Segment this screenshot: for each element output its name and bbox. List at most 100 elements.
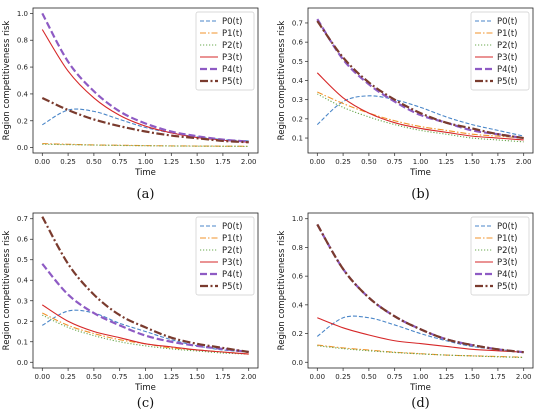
y-tick: 0.5 bbox=[17, 256, 33, 264]
x-tick: 0.00 bbox=[34, 153, 50, 166]
series-line-p2 bbox=[317, 345, 524, 359]
y-tick-label: 0.0 bbox=[292, 359, 303, 367]
legend-label: P0(t) bbox=[222, 17, 243, 27]
x-tick: 0.75 bbox=[387, 368, 403, 381]
legend-item-p0: P0(t) bbox=[475, 222, 518, 232]
legend-label: P0(t) bbox=[497, 222, 518, 232]
y-tick-label: 0.3 bbox=[17, 297, 28, 305]
y-tick: 0.1 bbox=[17, 338, 33, 346]
y-tick-label: 1.0 bbox=[292, 215, 303, 223]
y-tick: 0.4 bbox=[292, 77, 308, 85]
legend-item-p4: P4(t) bbox=[475, 270, 518, 280]
x-tick: 0.00 bbox=[309, 368, 325, 381]
series-line-p0 bbox=[42, 108, 249, 142]
y-tick-label: 0.8 bbox=[17, 37, 28, 45]
y-tick: 0.4 bbox=[292, 301, 308, 309]
series-line-p0 bbox=[316, 95, 524, 137]
y-tick-label: 0.7 bbox=[17, 215, 28, 223]
x-tick-label: 1.25 bbox=[439, 373, 455, 381]
x-tick: 1.50 bbox=[189, 368, 205, 381]
panel-b: 0.00 0.25 0.50 0.75 1.00 1.25 1.50 1.75 2.00 0.1 0… bbox=[277, 7, 534, 202]
legend-label: P4(t) bbox=[497, 270, 518, 280]
y-tick-label: 0.5 bbox=[292, 58, 303, 66]
x-tick-label: 0.00 bbox=[309, 373, 325, 381]
legend-label: P0(t) bbox=[222, 222, 243, 232]
legend-item-p1: P1(t) bbox=[200, 234, 243, 244]
x-tick-label: 1.50 bbox=[464, 373, 480, 381]
series-line-p5 bbox=[316, 223, 524, 354]
x-tick-label: 0.25 bbox=[60, 158, 76, 166]
y-tick-label: 0.2 bbox=[292, 330, 303, 338]
legend-item-p2: P2(t) bbox=[200, 246, 243, 256]
legend-item-p3: P3(t) bbox=[475, 258, 518, 268]
series-line-p2 bbox=[42, 143, 249, 147]
x-tick-label: 2.00 bbox=[516, 373, 532, 381]
x-tick-label: 1.00 bbox=[413, 158, 429, 166]
legend-item-p1: P1(t) bbox=[475, 29, 518, 39]
y-tick-label: 0.2 bbox=[17, 117, 28, 125]
legend-label: P1(t) bbox=[222, 234, 243, 244]
series-line-p3 bbox=[41, 304, 249, 355]
y-tick: 0.2 bbox=[17, 318, 33, 326]
x-tick: 1.50 bbox=[464, 368, 480, 381]
x-tick-label: 1.25 bbox=[164, 158, 180, 166]
legend: P0(t) P1(t) P2(t) P3(t) P4(t) P5(t) bbox=[470, 216, 530, 296]
x-tick: 1.25 bbox=[439, 368, 455, 381]
y-tick: 0.6 bbox=[292, 273, 308, 281]
x-tick-label: 0.00 bbox=[34, 158, 50, 166]
legend-label: P3(t) bbox=[222, 53, 243, 63]
legend-label: P5(t) bbox=[497, 77, 518, 87]
y-tick-label: 0.0 bbox=[17, 359, 28, 367]
legend-item-p4: P4(t) bbox=[200, 270, 243, 280]
y-tick-label: 0.4 bbox=[17, 277, 29, 285]
x-tick: 1.00 bbox=[138, 368, 153, 381]
panel-c: 0.00 0.25 0.50 0.75 1.00 1.25 1.50 1.75 2.00 0.0 0… bbox=[2, 212, 259, 410]
x-tick: 1.25 bbox=[164, 368, 180, 381]
x-tick-label: 1.75 bbox=[490, 158, 506, 166]
legend: P0(t) P1(t) P2(t) P3(t) P4(t) P5(t) bbox=[195, 216, 255, 296]
x-tick: 2.00 bbox=[241, 368, 257, 381]
x-tick: 1.50 bbox=[464, 153, 480, 166]
x-tick-label: 0.75 bbox=[387, 373, 403, 381]
legend-item-p2: P2(t) bbox=[475, 41, 518, 51]
y-axis-label: Region competitiveness risk bbox=[2, 231, 12, 351]
y-tick: 0.6 bbox=[17, 64, 33, 72]
legend-label: P4(t) bbox=[222, 65, 243, 75]
y-tick: 0.7 bbox=[292, 19, 308, 27]
series-line-p4 bbox=[41, 263, 249, 354]
series-line-p5 bbox=[41, 96, 249, 144]
y-tick-label: 0.4 bbox=[292, 301, 304, 309]
x-tick-label: 0.25 bbox=[335, 373, 351, 381]
x-tick: 2.00 bbox=[516, 368, 532, 381]
y-tick-label: 0.1 bbox=[292, 135, 303, 143]
legend-label: P2(t) bbox=[222, 246, 243, 256]
series-line-p2 bbox=[317, 93, 524, 143]
legend-item-p3: P3(t) bbox=[200, 53, 243, 63]
legend-item-p5: P5(t) bbox=[200, 282, 243, 292]
series-line-p1 bbox=[317, 91, 524, 139]
y-tick-label: 0.2 bbox=[17, 318, 28, 326]
y-tick: 0.8 bbox=[17, 37, 33, 45]
legend-label: P0(t) bbox=[497, 17, 518, 27]
y-tick-label: 0.6 bbox=[292, 39, 304, 47]
y-tick-label: 0.4 bbox=[17, 90, 29, 98]
x-tick: 0.25 bbox=[335, 368, 351, 381]
x-axis-label: Time bbox=[134, 168, 156, 178]
x-tick: 2.00 bbox=[516, 153, 532, 166]
x-tick-label: 0.25 bbox=[335, 158, 351, 166]
legend-label: P5(t) bbox=[497, 282, 518, 292]
y-tick: 0.2 bbox=[292, 330, 308, 338]
legend-item-p4: P4(t) bbox=[475, 65, 518, 75]
legend-item-p3: P3(t) bbox=[200, 258, 243, 268]
y-tick: 0.0 bbox=[17, 144, 33, 152]
x-tick: 0.50 bbox=[86, 153, 102, 166]
panel-caption: (b) bbox=[411, 187, 429, 202]
x-tick: 0.00 bbox=[309, 153, 325, 166]
y-tick: 0.4 bbox=[17, 90, 33, 98]
x-tick: 0.25 bbox=[60, 368, 76, 381]
x-axis-label: Time bbox=[409, 168, 431, 178]
x-tick-label: 1.25 bbox=[164, 373, 180, 381]
y-tick: 0.2 bbox=[292, 115, 308, 123]
series-line-p4 bbox=[41, 12, 249, 143]
